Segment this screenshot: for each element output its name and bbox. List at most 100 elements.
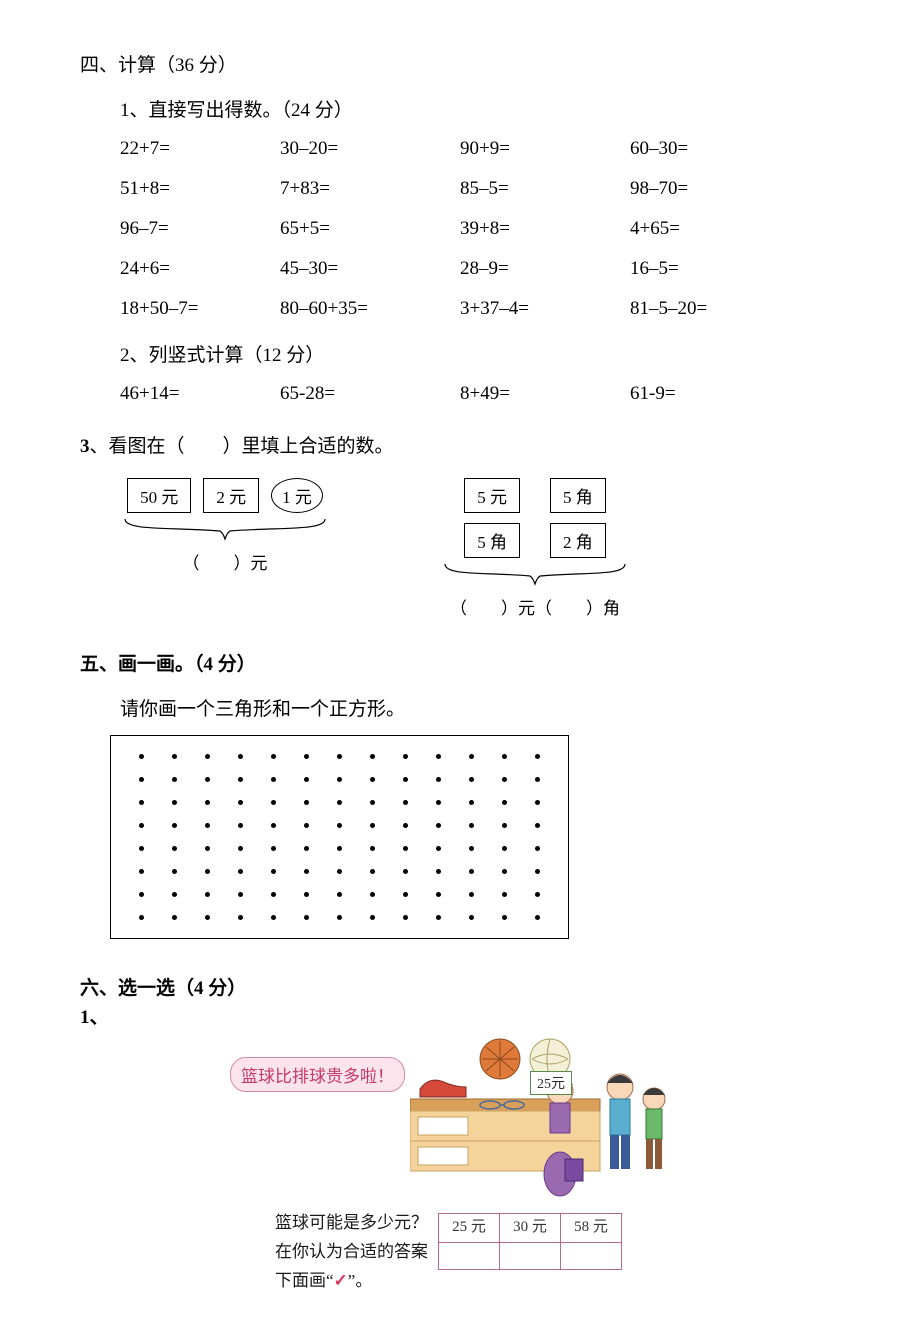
- money-group-right: 5 元 5 角 5 角 2 角 （ ）元（ ）角: [440, 478, 630, 619]
- dot: [139, 869, 144, 874]
- answer-blank: （ ）元（ ）角: [450, 594, 620, 619]
- dot: [304, 892, 309, 897]
- dot: [238, 892, 243, 897]
- calc-cell: 8+49=: [460, 383, 630, 405]
- dot: [139, 823, 144, 828]
- dot: [436, 754, 441, 759]
- price-tag: 25元: [530, 1071, 572, 1095]
- money-box: 5 角: [550, 478, 606, 513]
- dot: [370, 800, 375, 805]
- dot: [502, 777, 507, 782]
- dot: [172, 800, 177, 805]
- dot: [436, 800, 441, 805]
- dot: [238, 754, 243, 759]
- question6-text-row: 篮球可能是多少元？ 在你认为合适的答案 下面画“✓”。 25 元 30 元 58…: [275, 1209, 840, 1296]
- dot: [337, 823, 342, 828]
- dot: [469, 915, 474, 920]
- dot: [469, 846, 474, 851]
- dot: [469, 800, 474, 805]
- dot: [304, 846, 309, 851]
- option-blank[interactable]: [561, 1242, 622, 1269]
- money-box: 2 角: [550, 523, 606, 558]
- dot: [238, 915, 243, 920]
- dot: [370, 892, 375, 897]
- dot: [436, 777, 441, 782]
- dot: [535, 915, 540, 920]
- dot: [337, 915, 342, 920]
- dot: [403, 892, 408, 897]
- dotgrid-border: [110, 735, 569, 939]
- dot: [370, 846, 375, 851]
- calc-cell: 4+65=: [630, 218, 790, 240]
- section6-sub: 1、: [80, 1002, 840, 1029]
- dot: [502, 754, 507, 759]
- calc-cell: 46+14=: [120, 383, 280, 405]
- dot: [403, 777, 408, 782]
- dot: [469, 823, 474, 828]
- dot: [403, 823, 408, 828]
- dot: [502, 823, 507, 828]
- dot: [271, 800, 276, 805]
- dot: [337, 846, 342, 851]
- dot: [535, 777, 540, 782]
- dot: [403, 869, 408, 874]
- dot: [502, 869, 507, 874]
- scene-icon: [410, 1029, 670, 1209]
- dot: [205, 892, 210, 897]
- dot: [238, 777, 243, 782]
- dot: [139, 915, 144, 920]
- dot: [271, 846, 276, 851]
- dot: [535, 892, 540, 897]
- option-cell[interactable]: 58 元: [561, 1214, 622, 1243]
- dot: [271, 869, 276, 874]
- section5: 五、画一画。（4 分） 请你画一个三角形和一个正方形。: [80, 649, 840, 939]
- money-box: 50 元: [127, 478, 191, 513]
- option-blank[interactable]: [500, 1242, 561, 1269]
- option-blank[interactable]: [439, 1242, 500, 1269]
- dot: [172, 892, 177, 897]
- dot: [205, 823, 210, 828]
- dot: [403, 754, 408, 759]
- dot: [535, 754, 540, 759]
- dot: [304, 823, 309, 828]
- dot: [271, 892, 276, 897]
- calc-grid-2: 46+14= 65-28= 8+49= 61-9=: [120, 383, 840, 405]
- dot: [502, 800, 507, 805]
- dot: [337, 777, 342, 782]
- calc-cell: 18+50–7=: [120, 298, 280, 320]
- dot: [502, 892, 507, 897]
- dot: [238, 869, 243, 874]
- dot: [337, 892, 342, 897]
- dot: [172, 754, 177, 759]
- speech-bubble: 篮球比排球贵多啦！: [230, 1057, 405, 1092]
- dot: [205, 800, 210, 805]
- dot: [304, 777, 309, 782]
- dot: [469, 892, 474, 897]
- calc-cell: 39+8=: [460, 218, 630, 240]
- dot: [271, 823, 276, 828]
- option-cell[interactable]: 30 元: [500, 1214, 561, 1243]
- money-diagrams: 50 元 2 元 1 元 （ ）元 5 元 5 角 5 角 2 角 （ ）元（ …: [120, 478, 840, 619]
- dot: [172, 869, 177, 874]
- section6: 六、选一选（4 分） 1、 篮球比排球贵多啦！: [80, 973, 840, 1296]
- money-boxes-right: 5 元 5 角 5 角 2 角: [464, 478, 606, 558]
- section6-title: 六、选一选（4 分）: [80, 973, 840, 1000]
- section4-title: 四、计算（36 分）: [80, 50, 840, 77]
- q6-line3: 下面画“✓”。: [275, 1267, 428, 1296]
- question3-title: 3、看图在（ ）里填上合适的数。: [80, 431, 840, 458]
- dot: [172, 823, 177, 828]
- dot: [205, 777, 210, 782]
- dot: [205, 754, 210, 759]
- calc-cell: 3+37–4=: [460, 298, 630, 320]
- q6-l3b: ”。: [348, 1271, 373, 1290]
- money-box: 2 元: [203, 478, 259, 513]
- dot: [139, 892, 144, 897]
- option-cell[interactable]: 25 元: [439, 1214, 500, 1243]
- dot: [172, 915, 177, 920]
- dot: [304, 915, 309, 920]
- dot: [535, 846, 540, 851]
- q6-line1: 篮球可能是多少元？: [275, 1209, 428, 1238]
- dot: [535, 800, 540, 805]
- dot: [403, 915, 408, 920]
- dot: [370, 915, 375, 920]
